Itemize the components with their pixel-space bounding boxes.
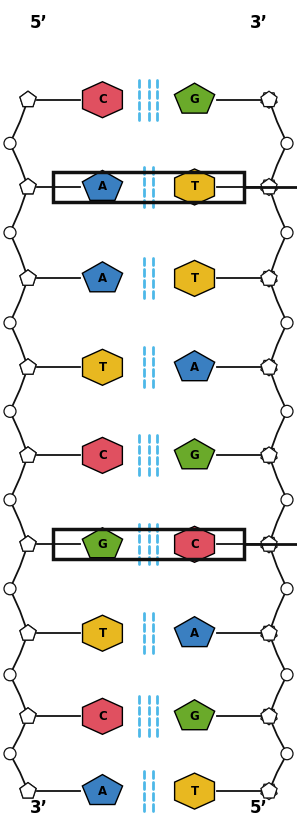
Circle shape: [4, 748, 16, 760]
Text: T: T: [190, 180, 199, 194]
Polygon shape: [261, 449, 277, 464]
Polygon shape: [20, 359, 36, 374]
Circle shape: [4, 669, 16, 681]
Polygon shape: [82, 170, 123, 200]
Bar: [53, 529, 244, 559]
Polygon shape: [261, 270, 277, 285]
Text: A: A: [98, 784, 107, 798]
Polygon shape: [261, 359, 277, 374]
Polygon shape: [20, 91, 36, 106]
Text: T: T: [190, 784, 199, 798]
Text: G: G: [190, 93, 199, 106]
Bar: [53, 172, 244, 202]
Circle shape: [281, 317, 293, 329]
Polygon shape: [175, 169, 214, 205]
Text: 3’: 3’: [249, 14, 267, 32]
Circle shape: [4, 317, 16, 329]
Text: A: A: [98, 180, 107, 194]
Text: C: C: [98, 710, 107, 723]
Polygon shape: [261, 708, 277, 723]
Polygon shape: [83, 437, 122, 474]
Polygon shape: [83, 698, 122, 735]
Polygon shape: [261, 361, 277, 376]
Polygon shape: [83, 615, 122, 652]
Polygon shape: [261, 447, 277, 462]
Text: A: A: [190, 627, 199, 640]
Polygon shape: [261, 710, 277, 725]
Polygon shape: [20, 447, 36, 462]
Polygon shape: [82, 774, 123, 804]
Polygon shape: [20, 708, 36, 723]
Polygon shape: [261, 538, 277, 553]
Text: G: G: [190, 710, 199, 723]
Circle shape: [4, 227, 16, 238]
Circle shape: [281, 227, 293, 238]
Circle shape: [281, 748, 293, 760]
Polygon shape: [175, 773, 214, 809]
Polygon shape: [20, 359, 36, 374]
Polygon shape: [261, 625, 277, 640]
Polygon shape: [20, 625, 36, 640]
Polygon shape: [20, 179, 36, 194]
Polygon shape: [261, 784, 277, 799]
Polygon shape: [174, 617, 215, 647]
Polygon shape: [261, 180, 277, 195]
Text: A: A: [190, 361, 199, 374]
Text: C: C: [98, 449, 107, 462]
Polygon shape: [175, 526, 214, 563]
Text: T: T: [98, 361, 107, 374]
Polygon shape: [174, 83, 215, 113]
Polygon shape: [82, 262, 123, 292]
Polygon shape: [20, 708, 36, 723]
Text: T: T: [98, 627, 107, 640]
Polygon shape: [20, 447, 36, 462]
Polygon shape: [20, 91, 36, 106]
Polygon shape: [261, 179, 277, 194]
Circle shape: [281, 137, 293, 150]
Polygon shape: [20, 536, 36, 551]
Text: A: A: [98, 272, 107, 285]
Circle shape: [281, 583, 293, 595]
Polygon shape: [83, 349, 122, 386]
Polygon shape: [261, 93, 277, 108]
Polygon shape: [20, 179, 36, 194]
Circle shape: [4, 583, 16, 595]
Text: 3’: 3’: [30, 799, 48, 817]
Text: G: G: [190, 449, 199, 462]
Text: G: G: [98, 538, 107, 551]
Text: C: C: [98, 93, 107, 106]
Text: T: T: [190, 272, 199, 285]
Polygon shape: [20, 270, 36, 285]
Polygon shape: [82, 528, 123, 558]
Circle shape: [4, 137, 16, 150]
Polygon shape: [174, 439, 215, 469]
Polygon shape: [175, 260, 214, 297]
Polygon shape: [261, 91, 277, 106]
Polygon shape: [261, 783, 277, 798]
Circle shape: [281, 669, 293, 681]
Text: 5’: 5’: [249, 799, 267, 817]
Text: 5’: 5’: [30, 14, 48, 32]
Circle shape: [4, 494, 16, 506]
Circle shape: [4, 406, 16, 417]
Polygon shape: [174, 351, 215, 381]
Text: C: C: [190, 538, 199, 551]
Polygon shape: [83, 81, 122, 118]
Polygon shape: [20, 783, 36, 798]
Polygon shape: [261, 272, 277, 287]
Polygon shape: [20, 625, 36, 640]
Polygon shape: [20, 536, 36, 551]
Circle shape: [281, 406, 293, 417]
Polygon shape: [261, 536, 277, 551]
Polygon shape: [20, 270, 36, 285]
Polygon shape: [174, 700, 215, 730]
Circle shape: [281, 494, 293, 506]
Polygon shape: [261, 627, 277, 642]
Polygon shape: [20, 783, 36, 798]
